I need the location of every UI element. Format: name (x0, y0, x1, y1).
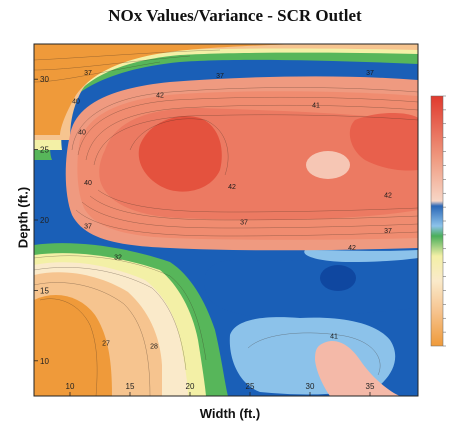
region-orange-left (34, 295, 112, 396)
contour-label: 42 (348, 245, 356, 252)
contour-label: 42 (228, 184, 236, 191)
contour-label: 37 (366, 70, 374, 77)
region-pink-bottom (315, 340, 400, 396)
colorbar-gradient (430, 95, 444, 347)
x-tick-label: 30 (306, 382, 315, 391)
y-tick-label: 25 (40, 146, 49, 155)
region-red-right (349, 113, 418, 171)
contour-label: 40 (72, 98, 80, 105)
y-tick-label: 10 (40, 357, 49, 366)
region-pink-spot (306, 151, 350, 179)
contour-label: 41 (330, 333, 338, 340)
contour-label: 37 (240, 219, 248, 226)
region-light-blue-strip (304, 250, 418, 262)
contour-label: 42 (156, 93, 164, 100)
contour-label: 37 (84, 224, 92, 231)
contour-field (34, 44, 418, 396)
colorbar (430, 95, 446, 347)
chart-title: NOx Values/Variance - SCR Outlet (108, 6, 362, 25)
y-axis-label: Depth (ft.) (15, 186, 31, 249)
contour-label: 37 (216, 73, 224, 80)
contour-label: 42 (384, 193, 392, 200)
colorbar-ticks (443, 95, 446, 347)
x-tick-label: 35 (366, 382, 375, 391)
x-tick-label: 25 (246, 382, 255, 391)
region-red-core (138, 116, 222, 192)
contour-label: 41 (312, 103, 320, 110)
x-axis-label: Width (ft.) (199, 406, 261, 421)
x-tick-label: 20 (186, 382, 195, 391)
contour-label: 37 (84, 70, 92, 77)
contour-label: 37 (384, 228, 392, 235)
contour-label: 27 (102, 340, 110, 347)
y-axis-ticks: 10 15 20 25 30 (34, 75, 49, 366)
contour-label: 32 (114, 255, 122, 262)
region-blue-spot (320, 265, 356, 291)
x-axis-ticks: 10 15 20 25 30 35 (66, 382, 375, 396)
contour-label: 40 (84, 180, 92, 187)
contour-labels: 37 40 40 42 37 41 37 40 42 42 37 37 37 32 42 27 28 41 (72, 70, 392, 350)
x-tick-label: 15 (126, 382, 135, 391)
region-dark-blue-right (204, 252, 418, 318)
y-tick-label: 20 (40, 216, 49, 225)
x-tick-label: 10 (66, 382, 75, 391)
contour-label: 28 (150, 343, 158, 350)
y-tick-label: 15 (40, 286, 49, 295)
region-orange-top (34, 44, 300, 135)
y-tick-label: 30 (40, 75, 49, 84)
contour-label: 40 (78, 129, 86, 136)
